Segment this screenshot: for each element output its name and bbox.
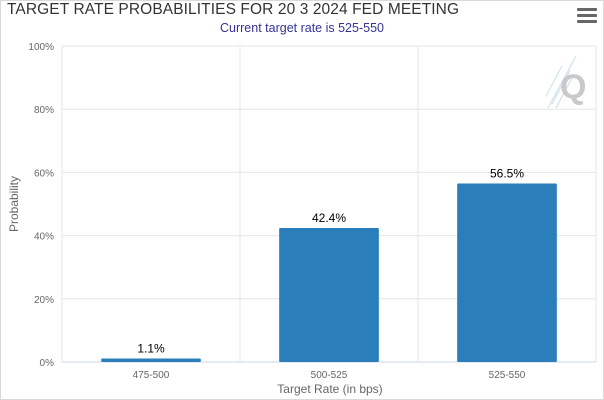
data-label: 42.4% [312, 211, 346, 225]
y-tick-labels: 0% 20% 40% 60% 80% 100% [28, 42, 54, 369]
q-logo-icon: Q [546, 55, 586, 109]
data-label: 56.5% [490, 166, 524, 180]
bar [101, 358, 201, 362]
svg-text:Q: Q [560, 68, 586, 106]
data-labels: 1.1% 42.4% 56.5% [137, 166, 524, 355]
bar [457, 183, 557, 362]
y-tick-label: 20% [34, 295, 54, 306]
y-tick-label: 80% [34, 105, 54, 116]
x-tick-labels: 475-500 500-525 525-550 [133, 370, 526, 381]
x-tick-label: 525-550 [489, 370, 526, 381]
y-tick-label: 0% [40, 358, 55, 369]
hamburger-menu-icon[interactable] [577, 8, 597, 24]
data-label: 1.1% [137, 342, 165, 356]
chart-title: TARGET RATE PROBABILITIES FOR 20 3 2024 … [7, 1, 460, 18]
x-tick-label: 475-500 [133, 370, 170, 381]
bars [101, 183, 557, 362]
x-tick-label: 500-525 [311, 370, 348, 381]
y-tick-label: 40% [34, 232, 54, 243]
bar [279, 228, 379, 362]
y-tick-label: 60% [34, 168, 54, 179]
x-axis-label: Target Rate (in bps) [277, 382, 382, 396]
y-axis-label: Probability [7, 176, 21, 232]
y-tick-label: 100% [28, 42, 54, 53]
chart-subtitle: Current target rate is 525-550 [220, 21, 384, 35]
